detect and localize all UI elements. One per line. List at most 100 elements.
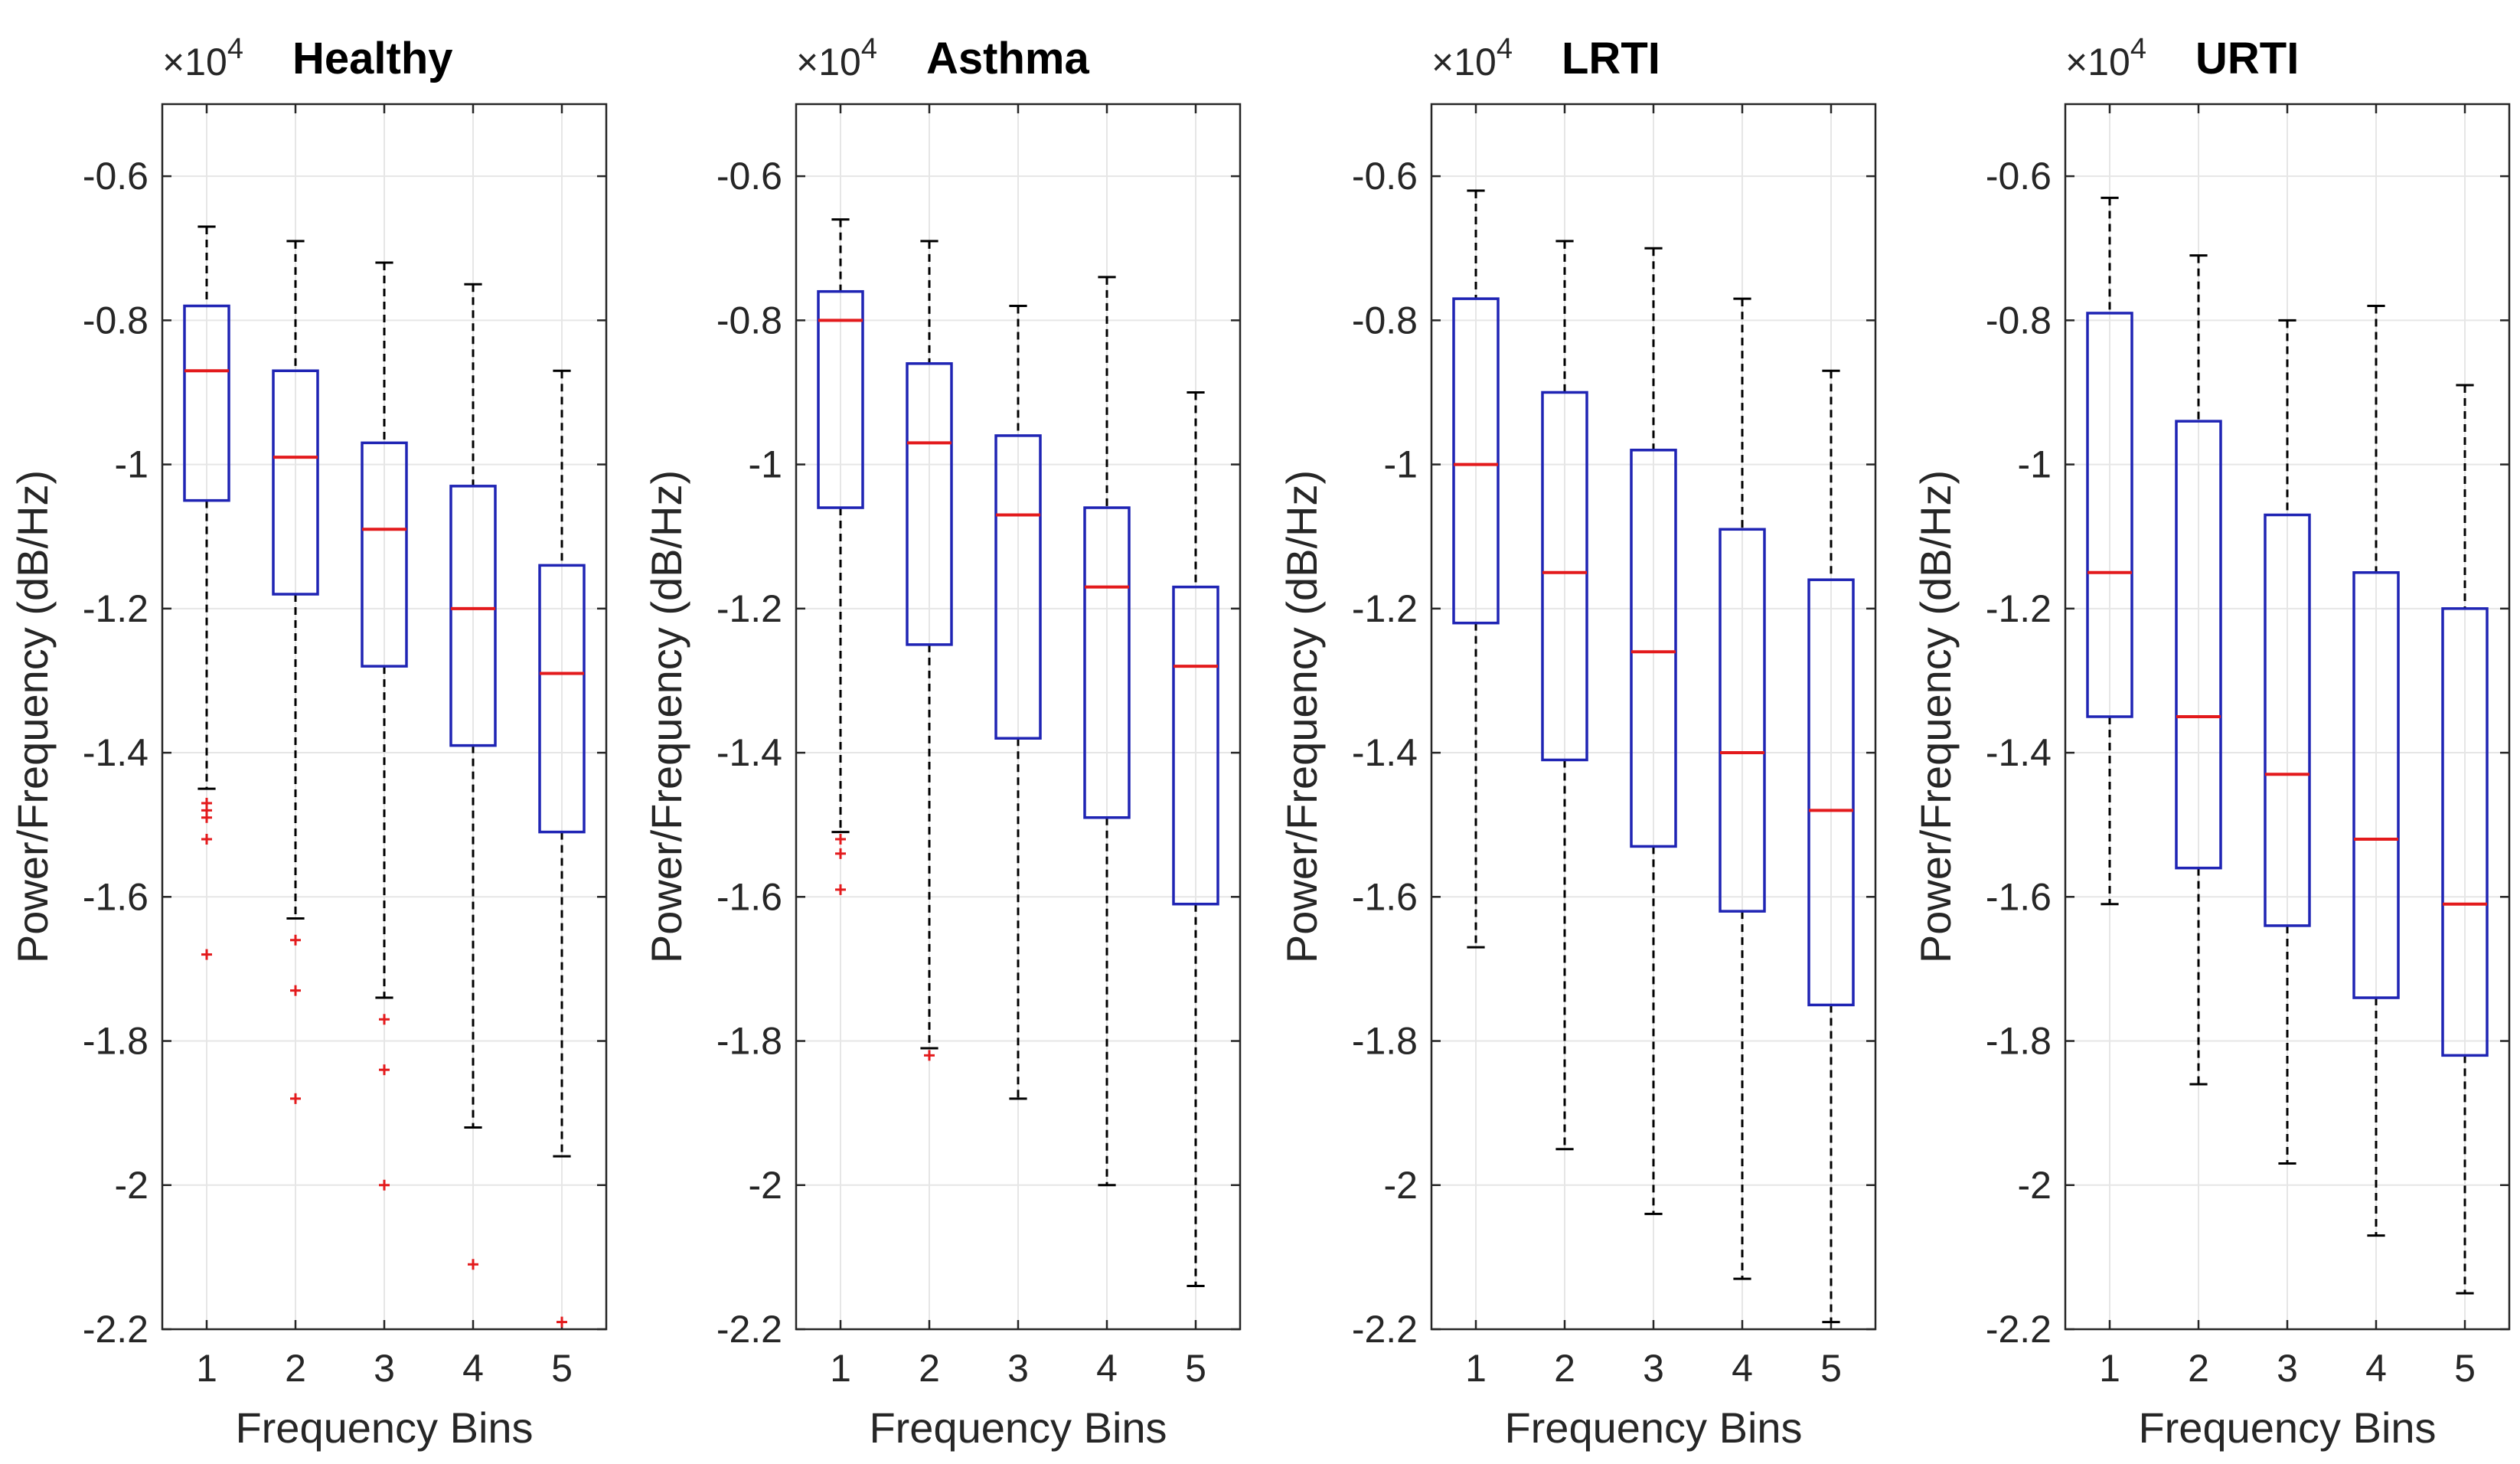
x-tick-label: 1 [2099, 1347, 2120, 1390]
box-5 [538, 369, 586, 1328]
iqr-box [538, 564, 586, 834]
y-axis-title: Power/Frequency (dB/Hz) [8, 470, 57, 963]
box-4 [2352, 305, 2400, 1237]
y-tick-label: -1.4 [1986, 731, 2052, 774]
iqr-box [2175, 420, 2222, 870]
outlier-marker [835, 848, 846, 859]
panel-urti: -0.6 -0.8 -1 -1.2 -1.4 -1.6 -1.8 -2 -2.2 1 2 3 4 5 ×10… [1911, 33, 2511, 1452]
iqr-box [2086, 312, 2133, 718]
y-tick-label: -1.6 [1352, 875, 1418, 918]
y-tick-label: -1.8 [83, 1020, 149, 1063]
iqr-box [449, 485, 497, 747]
box-2 [906, 240, 953, 1061]
y-tick-label: -2.2 [1352, 1308, 1418, 1351]
y-tick-label: -1 [115, 443, 149, 486]
y-tick-label: -1.2 [1986, 587, 2052, 630]
chart-title: URTI [2195, 34, 2299, 83]
y-tick-label: -2 [115, 1164, 149, 1207]
iqr-box [994, 434, 1042, 740]
iqr-box [2264, 513, 2311, 927]
x-tick-label: 1 [1465, 1347, 1487, 1390]
box-1 [183, 225, 230, 960]
x-axis-title: Frequency Bins [2138, 1404, 2436, 1452]
y-tick-label: -1.2 [83, 587, 149, 630]
y-axis-title: Power/Frequency (dB/Hz) [1911, 470, 1960, 963]
x-tick-label: 5 [2454, 1347, 2476, 1390]
x-tick-label: 4 [1732, 1347, 1753, 1390]
iqr-box [1452, 297, 1500, 625]
chart-title: Healthy [292, 34, 453, 83]
panel-lrti: -0.6 -0.8 -1 -1.2 -1.4 -1.6 -1.8 -2 -2.2 1 2 3 4 5 ×10… [1278, 33, 1877, 1452]
box-2 [1541, 240, 1588, 1151]
y-tick-label: -1.6 [1986, 875, 2052, 918]
y-tick-label: -1.6 [83, 875, 149, 918]
box-1 [2086, 196, 2133, 906]
box-3 [2264, 319, 2311, 1165]
box-1 [1452, 189, 1500, 949]
iqr-box [817, 289, 864, 509]
y-tick-label: -2.2 [717, 1308, 782, 1351]
y-tick-label: -1.2 [1352, 587, 1418, 630]
panel-asthma: -0.6 -0.8 -1 -1.2 -1.4 -1.6 -1.8 -2 -2.2 1 2 3 4 5 ×10… [642, 33, 1242, 1452]
box-1 [817, 218, 864, 895]
iqr-box [361, 441, 408, 668]
y-tick-label: -1.8 [1352, 1020, 1418, 1063]
outlier-marker [201, 812, 212, 823]
box-5 [1807, 369, 1855, 1324]
box-4 [1083, 276, 1131, 1187]
outlier-marker [924, 1050, 935, 1061]
y-tick-label: -1.4 [1352, 731, 1418, 774]
y-axis-title: Power/Frequency (dB/Hz) [642, 470, 690, 963]
y-exponent-power: 4 [2130, 33, 2146, 65]
x-tick-label: 2 [2188, 1347, 2209, 1390]
y-tick-label: -1.8 [717, 1020, 782, 1063]
x-tick-label: 3 [2277, 1347, 2298, 1390]
iqr-box [906, 362, 953, 646]
outlier-marker [201, 949, 212, 960]
box-3 [994, 305, 1042, 1100]
x-axis-title: Frequency Bins [869, 1404, 1167, 1452]
x-tick-label: 1 [830, 1347, 851, 1390]
box-5 [2441, 384, 2489, 1295]
x-tick-label: 5 [1820, 1347, 1842, 1390]
box-3 [361, 261, 408, 1191]
x-tick-label: 2 [919, 1347, 940, 1390]
outlier-marker [379, 1014, 390, 1025]
y-tick-label: -0.6 [83, 155, 149, 198]
x-tick-label: 3 [374, 1347, 395, 1390]
outlier-marker [379, 1064, 390, 1076]
y-tick-label: -2.2 [83, 1308, 149, 1351]
x-tick-label: 2 [285, 1347, 306, 1390]
y-tick-label: -2 [749, 1164, 782, 1207]
x-tick-label: 1 [196, 1347, 217, 1390]
y-tick-label: -1 [1384, 443, 1418, 486]
y-tick-label: -0.8 [717, 299, 782, 341]
iqr-box [1541, 391, 1588, 762]
x-tick-label: 5 [1185, 1347, 1206, 1390]
y-exponent-label: ×104 [1431, 33, 1513, 83]
iqr-box [272, 369, 319, 596]
box-4 [449, 283, 497, 1270]
outlier-marker [201, 834, 212, 845]
y-tick-label: -1.6 [717, 875, 782, 918]
y-tick-label: -2 [1384, 1164, 1418, 1207]
box-2 [2175, 254, 2222, 1086]
y-tick-label: -1 [749, 443, 782, 486]
y-tick-label: -0.8 [1986, 299, 2052, 341]
box-5 [1172, 391, 1219, 1288]
iqr-box [1719, 528, 1766, 913]
y-tick-label: -0.8 [83, 299, 149, 341]
x-tick-label: 5 [551, 1347, 573, 1390]
y-exponent-base: ×10 [796, 41, 861, 83]
y-tick-label: -1.4 [83, 731, 149, 774]
box-2 [272, 240, 319, 1104]
x-axis-title: Frequency Bins [235, 1404, 533, 1452]
iqr-box [2441, 607, 2489, 1057]
y-tick-label: -1.8 [1986, 1020, 2052, 1063]
y-tick-label: -0.6 [1986, 155, 2052, 198]
y-exponent-label: ×104 [162, 33, 243, 83]
y-tick-label: -0.8 [1352, 299, 1418, 341]
x-tick-label: 4 [462, 1347, 484, 1390]
y-axis-title: Power/Frequency (dB/Hz) [1278, 470, 1326, 963]
